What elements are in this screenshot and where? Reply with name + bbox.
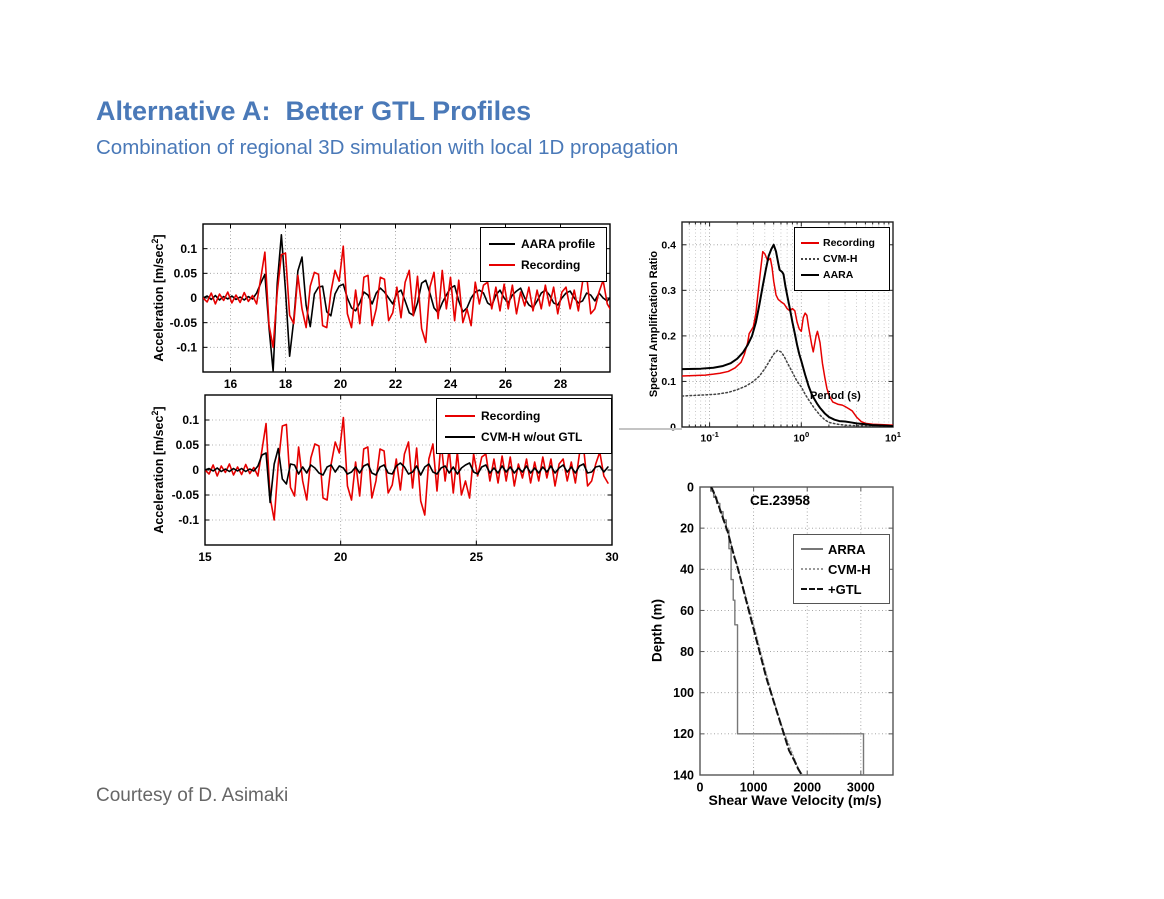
- legend-label: CVM-H: [823, 253, 858, 265]
- legend-line-sample: [801, 274, 819, 276]
- y-axis-label-acceleration-bottom: Acceleration [m/sec2]: [149, 406, 167, 534]
- svg-text:140: 140: [673, 768, 694, 782]
- svg-text:100: 100: [793, 430, 809, 445]
- legend-line-sample: [489, 243, 515, 245]
- svg-text:20: 20: [334, 377, 348, 391]
- legend-depth-profile: ARRA CVM-H +GTL: [793, 534, 890, 604]
- acceleration-cvmh-plot: 15 20 25 30 -0.1 -0.05 0 0.05 0.1: [172, 394, 619, 564]
- svg-text:24: 24: [444, 377, 458, 391]
- svg-text:0: 0: [697, 781, 704, 795]
- legend-item: AARA profile: [489, 237, 598, 251]
- credit-text: Courtesy of D. Asimaki: [96, 785, 289, 806]
- legend-line-sample: [801, 258, 819, 260]
- svg-text:0.4: 0.4: [661, 239, 676, 251]
- svg-text:60: 60: [680, 604, 694, 618]
- legend-label: AARA: [823, 269, 854, 281]
- svg-text:10-1: 10-1: [700, 430, 719, 445]
- legend-label: Recording: [521, 258, 581, 272]
- legend-item: CVM-H: [801, 253, 883, 265]
- legend-item: ARRA: [801, 542, 882, 557]
- legend-line-sample: [445, 414, 475, 417]
- svg-text:80: 80: [680, 645, 694, 659]
- svg-text:20: 20: [334, 550, 348, 564]
- svg-text:0.05: 0.05: [176, 438, 200, 452]
- y-axis-label-depth: Depth (m): [649, 599, 665, 662]
- svg-text:-0.05: -0.05: [172, 488, 200, 502]
- depth-profile-plot: 0 1000 2000 3000 0 20 40 60 80 100 120 140: [673, 480, 894, 795]
- svg-text:120: 120: [673, 727, 694, 741]
- svg-text:0: 0: [670, 422, 676, 434]
- svg-text:15: 15: [198, 550, 212, 564]
- legend-spectral: Recording CVM-H AARA: [794, 227, 890, 291]
- svg-text:0.3: 0.3: [661, 285, 676, 297]
- y-axis-label-spectral: Spectral Amplification Ratio: [648, 250, 660, 398]
- svg-text:-0.1: -0.1: [176, 341, 197, 355]
- svg-text:25: 25: [470, 550, 484, 564]
- legend-acceleration-bottom: Recording CVM-H w/out GTL: [436, 398, 612, 454]
- legend-label: Recording: [823, 237, 875, 249]
- svg-text:0: 0: [687, 480, 694, 494]
- svg-text:0: 0: [192, 463, 199, 477]
- svg-text:18: 18: [279, 377, 293, 391]
- legend-item: AARA: [801, 269, 883, 281]
- svg-text:3000: 3000: [847, 781, 875, 795]
- figure-edge-line: [619, 428, 682, 430]
- legend-line-sample: [801, 588, 823, 590]
- legend-item: +GTL: [801, 582, 882, 597]
- legend-label: AARA profile: [521, 237, 596, 251]
- legend-label: ARRA: [828, 541, 866, 557]
- svg-text:0: 0: [190, 291, 197, 305]
- svg-text:0.1: 0.1: [182, 413, 199, 427]
- legend-item: CVM-H: [801, 562, 882, 577]
- svg-text:20: 20: [680, 522, 694, 536]
- legend-acceleration-top: AARA profile Recording: [480, 227, 607, 282]
- station-id-label: CE.23958: [750, 493, 811, 508]
- chart-spectral-amplification: 10-1 100 101 0 0.1 0.2 0.3 0.4: [640, 213, 905, 458]
- legend-item: Recording: [801, 237, 883, 249]
- legend-line-sample: [801, 242, 819, 244]
- legend-line-sample: [801, 568, 823, 570]
- page-subtitle: Combination of regional 3D simulation wi…: [96, 136, 679, 159]
- svg-text:22: 22: [389, 377, 403, 391]
- spectral-amplification-plot: 10-1 100 101 0 0.1 0.2 0.3 0.4: [661, 221, 902, 445]
- svg-text:16: 16: [224, 377, 238, 391]
- legend-label: +GTL: [828, 581, 862, 597]
- svg-text:30: 30: [605, 550, 619, 564]
- svg-text:101: 101: [885, 430, 902, 445]
- svg-text:28: 28: [554, 377, 568, 391]
- chart-acceleration-cvmh: 15 20 25 30 -0.1 -0.05 0 0.05 0.1: [145, 386, 620, 578]
- legend-line-sample: [489, 264, 515, 266]
- svg-text:2000: 2000: [793, 781, 821, 795]
- svg-text:0.05: 0.05: [174, 267, 198, 281]
- svg-text:40: 40: [680, 563, 694, 577]
- legend-label: CVM-H: [828, 561, 871, 577]
- svg-text:-0.05: -0.05: [170, 316, 198, 330]
- svg-text:0.1: 0.1: [180, 242, 197, 256]
- legend-label: Recording: [481, 408, 541, 423]
- legend-item: Recording: [445, 409, 603, 423]
- legend-item: CVM-H w/out GTL: [445, 430, 603, 444]
- chart-depth-profile: 0 1000 2000 3000 0 20 40 60 80 100 120 140: [635, 475, 905, 820]
- page-title: Alternative A: Better GTL Profiles: [96, 96, 532, 126]
- svg-text:0.1: 0.1: [661, 376, 676, 388]
- x-axis-label-shear-wave-velocity: Shear Wave Velocity (m/s): [708, 792, 882, 808]
- svg-text:100: 100: [673, 686, 694, 700]
- legend-line-sample: [801, 548, 823, 550]
- x-axis-label-period: Period (s): [810, 390, 861, 402]
- svg-text:26: 26: [499, 377, 513, 391]
- svg-text:1000: 1000: [740, 781, 768, 795]
- svg-text:0.2: 0.2: [661, 331, 676, 343]
- svg-text:-0.1: -0.1: [178, 513, 199, 527]
- legend-line-sample: [445, 435, 475, 438]
- y-axis-label-acceleration-top: Acceleration [m/sec2]: [149, 234, 167, 362]
- legend-label: CVM-H w/out GTL: [481, 429, 583, 444]
- legend-item: Recording: [489, 258, 598, 272]
